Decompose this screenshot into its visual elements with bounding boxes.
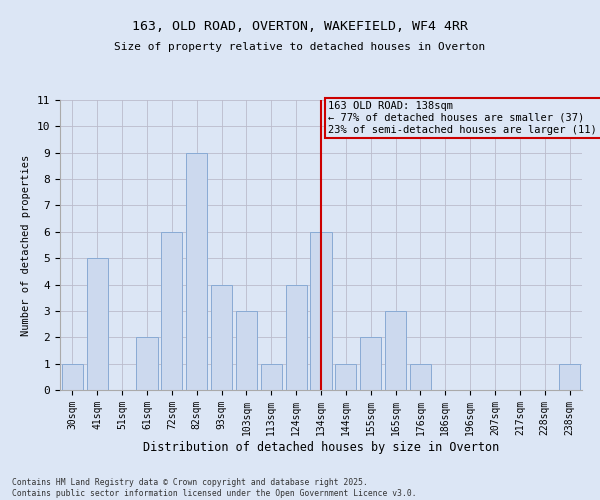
Bar <box>211 284 232 390</box>
Bar <box>161 232 182 390</box>
Text: Contains HM Land Registry data © Crown copyright and database right 2025.
Contai: Contains HM Land Registry data © Crown c… <box>12 478 416 498</box>
X-axis label: Distribution of detached houses by size in Overton: Distribution of detached houses by size … <box>143 440 499 454</box>
Bar <box>62 364 83 390</box>
Bar <box>87 258 108 390</box>
Bar <box>559 364 580 390</box>
Bar <box>360 338 381 390</box>
Bar <box>410 364 431 390</box>
Bar <box>136 338 158 390</box>
Y-axis label: Number of detached properties: Number of detached properties <box>21 154 31 336</box>
Bar <box>186 152 207 390</box>
Text: Size of property relative to detached houses in Overton: Size of property relative to detached ho… <box>115 42 485 52</box>
Bar <box>385 311 406 390</box>
Bar <box>236 311 257 390</box>
Text: 163, OLD ROAD, OVERTON, WAKEFIELD, WF4 4RR: 163, OLD ROAD, OVERTON, WAKEFIELD, WF4 4… <box>132 20 468 33</box>
Bar <box>286 284 307 390</box>
Bar <box>310 232 332 390</box>
Text: 163 OLD ROAD: 138sqm
← 77% of detached houses are smaller (37)
23% of semi-detac: 163 OLD ROAD: 138sqm ← 77% of detached h… <box>328 102 600 134</box>
Bar <box>261 364 282 390</box>
Bar <box>335 364 356 390</box>
